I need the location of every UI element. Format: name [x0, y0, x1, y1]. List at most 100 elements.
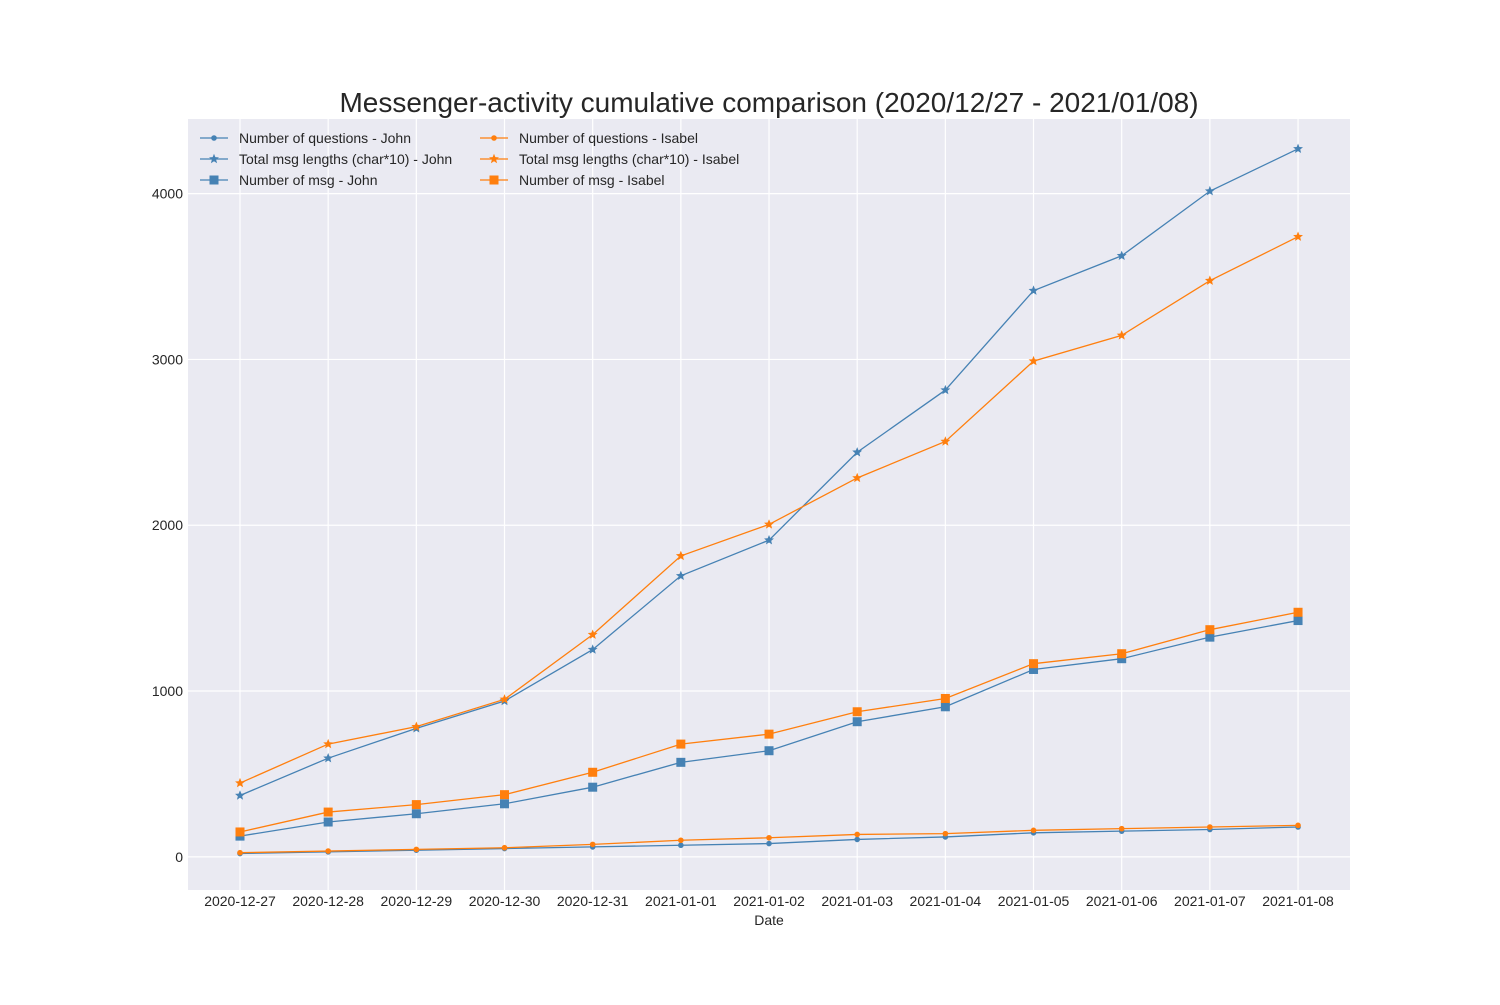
data-point [766, 840, 772, 847]
data-point [237, 849, 243, 856]
legend-item: Total msg lengths (char*10) - John [200, 151, 452, 167]
data-point [235, 790, 245, 800]
legend-marker [211, 135, 217, 141]
legend-marker [209, 175, 219, 185]
data-point [1293, 143, 1303, 154]
data-point [323, 817, 333, 827]
series-4 [237, 822, 1301, 856]
data-point [764, 746, 774, 756]
data-point [235, 777, 245, 788]
x-tick-label: 2020-12-31 [557, 893, 629, 909]
legend-item: Number of msg - Isabel [480, 172, 665, 188]
legend-item: Number of questions - John [200, 130, 411, 146]
legend-marker [491, 135, 497, 141]
y-tick-label: 0 [175, 849, 183, 865]
data-point [501, 844, 508, 851]
data-point [587, 629, 598, 639]
data-point [940, 436, 951, 446]
legend-label: Number of questions - Isabel [519, 130, 698, 146]
data-point [589, 841, 596, 848]
x-tick-label: 2020-12-30 [469, 893, 541, 909]
data-point [764, 519, 774, 529]
data-point [587, 644, 598, 654]
data-point [940, 693, 950, 703]
data-point [1204, 185, 1215, 196]
data-point [413, 846, 420, 853]
data-point [764, 729, 774, 739]
data-point [678, 842, 684, 849]
data-point [499, 694, 510, 704]
data-point [1117, 649, 1127, 659]
data-point [678, 837, 684, 844]
x-axis-label: Date [754, 912, 784, 928]
data-point [676, 757, 686, 767]
data-point [323, 807, 333, 817]
series-6 [235, 607, 1303, 837]
data-point [852, 717, 862, 727]
data-point [1293, 231, 1303, 241]
legend-item: Number of msg - John [200, 172, 378, 188]
legend-marker [489, 153, 499, 164]
data-point [1293, 616, 1303, 626]
data-point [500, 799, 510, 809]
data-point [1029, 659, 1039, 669]
x-tick-label: 2021-01-01 [645, 893, 717, 909]
chart-title: Messenger-activity cumulative comparison… [339, 87, 1198, 118]
data-point [1118, 825, 1125, 832]
data-point [852, 472, 863, 483]
legend-label: Total msg lengths (char*10) - Isabel [519, 151, 739, 167]
data-point [1205, 632, 1215, 642]
data-point [676, 739, 686, 749]
data-point [1117, 654, 1127, 664]
data-point [1205, 625, 1215, 635]
data-point [588, 782, 598, 792]
data-point [852, 447, 863, 457]
data-point [323, 752, 334, 763]
data-point [411, 809, 421, 819]
legend-item: Number of questions - Isabel [480, 130, 698, 146]
data-point [235, 827, 245, 837]
data-point [675, 550, 686, 561]
data-point [1295, 822, 1301, 829]
y-tick-label: 4000 [152, 186, 183, 202]
x-tick-label: 2020-12-27 [204, 893, 276, 909]
data-point [1293, 607, 1303, 617]
data-point [1204, 275, 1215, 285]
x-tick-label: 2021-01-04 [910, 893, 982, 909]
x-tick-label: 2021-01-02 [733, 893, 805, 909]
legend-marker [489, 175, 499, 185]
data-point [325, 848, 331, 854]
x-tick-label: 2020-12-29 [381, 893, 453, 909]
data-point [411, 800, 421, 810]
data-point [675, 570, 686, 580]
data-point [1028, 355, 1039, 366]
tick-labels: 2020-12-27 2020-12-28 2020-12-29 2020-12-30… [152, 186, 1334, 909]
data-point [323, 738, 334, 749]
legend-label: Total msg lengths (char*10) - John [239, 151, 452, 167]
legend-label: Number of msg - John [239, 172, 378, 188]
y-tick-label: 3000 [152, 351, 183, 367]
data-point [588, 767, 598, 777]
data-point [1028, 285, 1039, 295]
data-point [766, 834, 772, 841]
data-point [500, 790, 510, 800]
legend: Number of questions - John Total msg leng… [200, 130, 739, 188]
data-point [940, 702, 950, 712]
data-point [852, 707, 862, 717]
y-tick-label: 2000 [152, 517, 183, 533]
grid-lines [188, 119, 1350, 890]
data-point [1029, 664, 1039, 674]
legend-label: Number of questions - John [239, 130, 411, 146]
series-5 [235, 231, 1303, 788]
x-tick-label: 2021-01-03 [821, 893, 893, 909]
data-point [1207, 824, 1213, 830]
data-point [764, 534, 774, 545]
legend-marker [209, 153, 219, 164]
data-point [1116, 330, 1127, 340]
legend-label: Number of msg - Isabel [519, 172, 665, 188]
data-point [411, 721, 422, 731]
legend-item: Total msg lengths (char*10) - Isabel [480, 151, 739, 167]
x-tick-label: 2020-12-28 [292, 893, 364, 909]
